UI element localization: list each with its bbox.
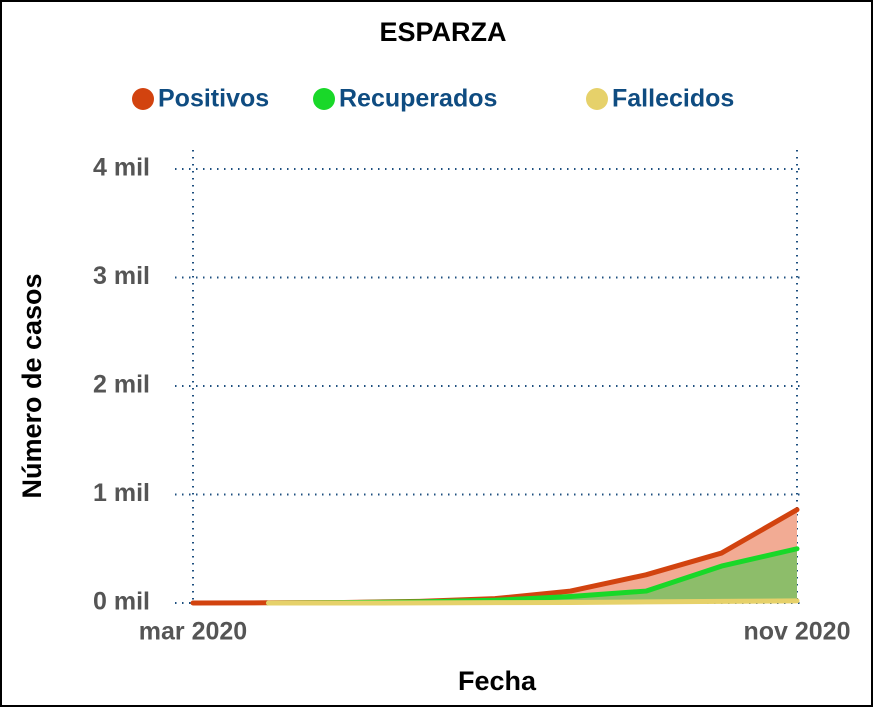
x-tick-label: mar 2020: [139, 618, 247, 646]
y-tick-label: 2 mil: [93, 371, 150, 399]
x-axis-title: Fecha: [458, 666, 537, 696]
legend: Positivos Recuperados Fallecidos: [132, 85, 734, 113]
legend-marker: [586, 88, 608, 110]
legend-label: Positivos: [158, 85, 269, 113]
legend-marker: [132, 88, 154, 110]
y-tick-label: 4 mil: [93, 154, 150, 182]
legend-marker: [313, 88, 335, 110]
y-tick-label: 0 mil: [93, 588, 150, 616]
chart-title: ESPARZA: [379, 17, 506, 47]
legend-label: Recuperados: [339, 85, 497, 113]
x-tick-label: nov 2020: [743, 618, 850, 646]
plot-area: [190, 507, 800, 606]
area: [193, 509, 797, 603]
area: [268, 548, 797, 603]
y-tick-label: 1 mil: [93, 479, 150, 507]
legend-label: Fallecidos: [612, 85, 734, 113]
y-tick-label: 3 mil: [93, 262, 150, 290]
y-axis-title: Número de casos: [17, 273, 47, 498]
grid: 0 mil 1 mil 2 mil 3 mil 4 mil mar 2020 nov 202…: [93, 150, 851, 646]
line: [266, 598, 800, 606]
